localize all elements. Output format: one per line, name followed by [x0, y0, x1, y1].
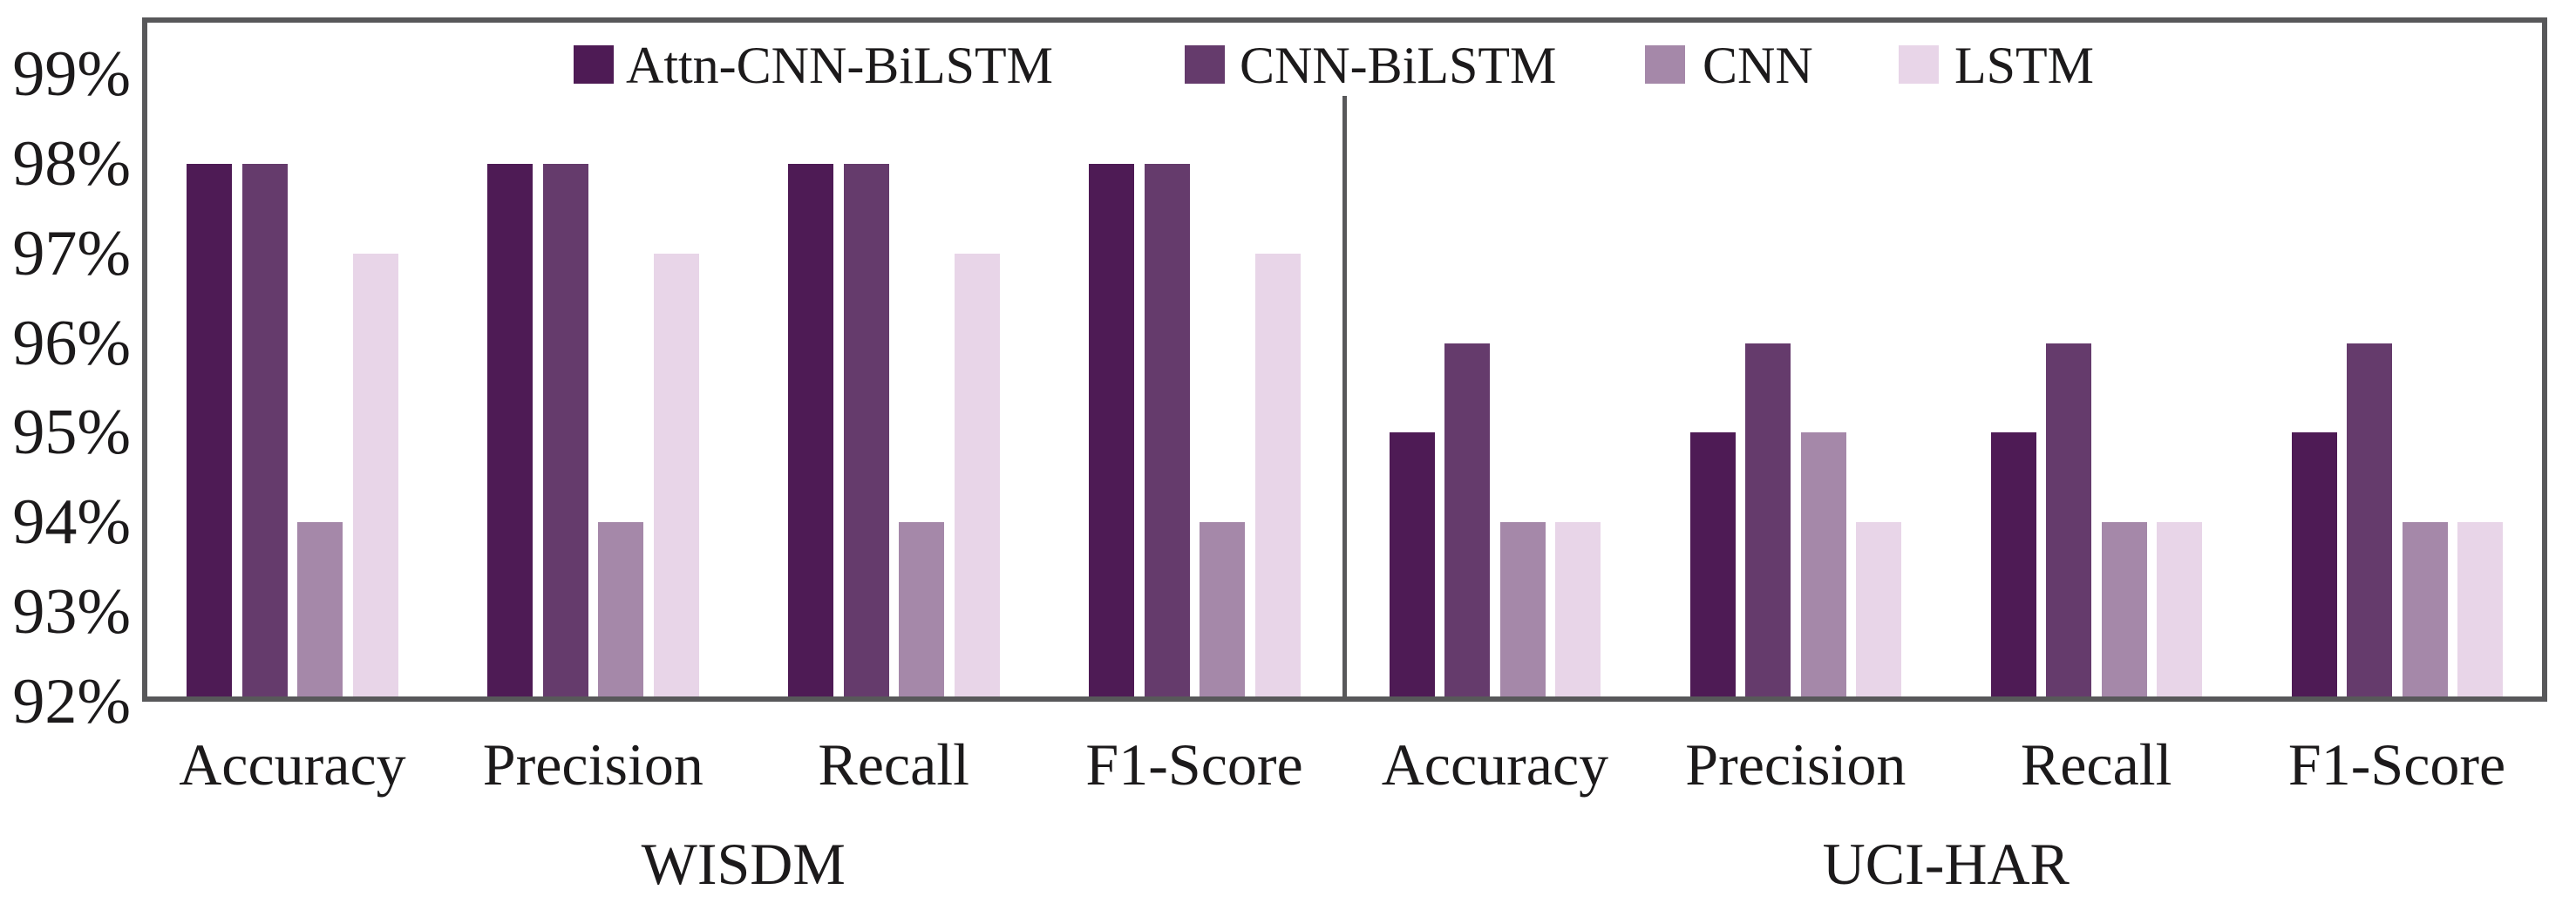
x-tick-label: F1-Score — [2287, 731, 2506, 798]
bar-cnn-bilstm — [843, 163, 889, 696]
bar-cnn-bilstm — [542, 163, 588, 696]
bar-cnn-bilstm — [1144, 163, 1190, 696]
legend-swatch — [1185, 45, 1225, 84]
panel-label-uci-har: UCI-HAR — [1822, 831, 2070, 897]
legend-label: CNN-BiLSTM — [1240, 37, 1557, 94]
y-tick-label: 99% — [12, 38, 131, 110]
y-tick-label: 93% — [12, 576, 131, 649]
bar-cnn-bilstm — [1444, 343, 1491, 696]
legend-label: LSTM — [1954, 37, 2095, 94]
bar-cnn — [598, 522, 644, 696]
bar-attn-cnn-bilstm — [187, 163, 233, 696]
y-tick-label: 97% — [12, 217, 131, 289]
legend-label: Attn-CNN-BiLSTM — [626, 37, 1054, 94]
bar-lstm — [954, 253, 1000, 696]
bar-cnn — [2101, 522, 2147, 696]
legend-swatch — [574, 45, 614, 84]
bar-cnn-bilstm — [2046, 343, 2092, 696]
bar-lstm — [1856, 522, 1902, 696]
y-tick-label: 95% — [12, 397, 131, 469]
y-tick-label: 96% — [12, 307, 131, 379]
bar-lstm — [653, 253, 699, 696]
bar-cnn — [297, 522, 343, 696]
legend-swatch — [1645, 45, 1685, 84]
x-tick-label: Recall — [818, 731, 970, 798]
bar-attn-cnn-bilstm — [1089, 163, 1135, 696]
legend-swatch — [1899, 45, 1939, 84]
bar-attn-cnn-bilstm — [487, 163, 534, 696]
legend-label: CNN — [1703, 37, 1813, 94]
bar-lstm — [1254, 253, 1301, 696]
y-tick-label: 94% — [12, 486, 131, 559]
x-tick-label: Recall — [2020, 731, 2172, 798]
bar-attn-cnn-bilstm — [1990, 432, 2036, 696]
bar-attn-cnn-bilstm — [1689, 432, 1736, 696]
x-tick-label: Accuracy — [1381, 731, 1609, 798]
bar-lstm — [1555, 522, 1601, 696]
bar-cnn-bilstm — [1745, 343, 1791, 696]
bar-attn-cnn-bilstm — [1389, 432, 1435, 696]
bar-cnn — [1800, 432, 1846, 696]
panel-divider — [1342, 96, 1347, 702]
bar-cnn — [2402, 522, 2448, 696]
y-tick-label: 92% — [12, 666, 131, 737]
x-tick-label: F1-Score — [1085, 731, 1303, 798]
bar-cnn-bilstm — [2347, 343, 2393, 696]
x-tick-label: Accuracy — [179, 731, 406, 798]
bar-lstm — [2457, 522, 2504, 696]
panel-label-wisdm: WISDM — [641, 831, 846, 897]
x-tick-label: Precision — [1685, 731, 1907, 798]
bar-lstm — [2157, 522, 2203, 696]
bar-attn-cnn-bilstm — [788, 163, 834, 696]
bar-cnn-bilstm — [241, 163, 288, 696]
x-tick-label: Precision — [482, 731, 703, 798]
bar-lstm — [352, 253, 398, 696]
bar-cnn — [1499, 522, 1546, 696]
y-tick-label: 98% — [12, 127, 131, 200]
bar-cnn — [899, 522, 945, 696]
bar-attn-cnn-bilstm — [2291, 432, 2337, 696]
bar-cnn — [1200, 522, 1246, 696]
